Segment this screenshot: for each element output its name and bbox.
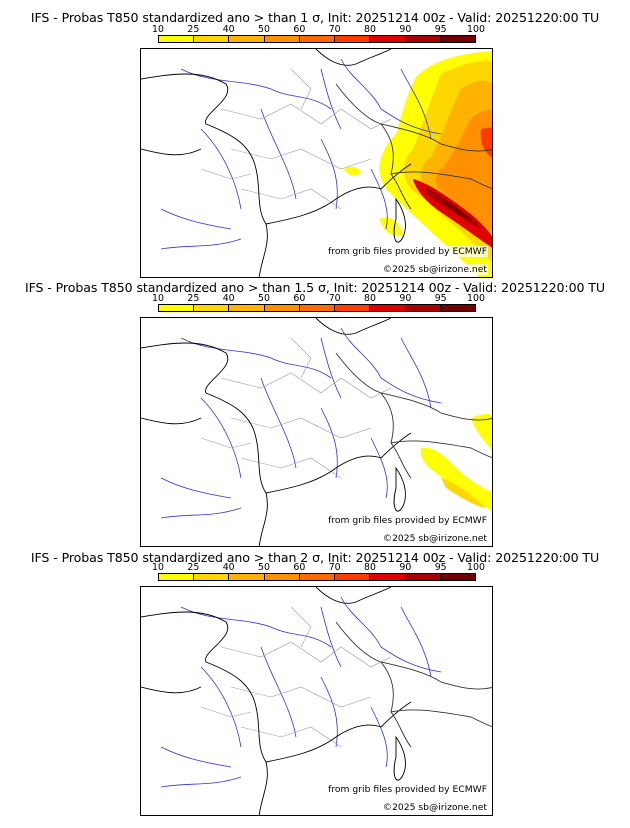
colorbar-tick-label: 60 xyxy=(293,24,306,35)
credit-copyright: ©2025 sb@irizone.net xyxy=(381,802,488,813)
colorbar-segment xyxy=(439,36,475,42)
colorbar-segment xyxy=(193,574,229,580)
colorbar-segment xyxy=(369,305,405,311)
map-1: from grib files provided by ECMWF ©2025 … xyxy=(140,48,493,278)
map-3-svg xyxy=(141,587,492,815)
colorbar xyxy=(158,304,476,312)
panel-title: IFS - Probas T850 standardized ano > tha… xyxy=(30,10,600,25)
colorbar-segment xyxy=(298,305,335,311)
borders xyxy=(200,337,392,479)
colorbar-tick-label: 70 xyxy=(328,562,341,573)
colorbar-tick-label: 25 xyxy=(187,293,200,304)
colorbar-tick-label: 90 xyxy=(399,562,412,573)
colorbar-segment xyxy=(439,574,475,580)
credit-grib: from grib files provided by ECMWF xyxy=(327,515,488,526)
colorbar-segment xyxy=(159,305,194,311)
colorbar-segment xyxy=(334,305,370,311)
colorbar-segment xyxy=(298,574,335,580)
rivers xyxy=(160,596,442,788)
map-2-svg xyxy=(141,318,492,546)
colorbar-segment xyxy=(263,574,299,580)
colorbar-tick-label: 100 xyxy=(467,562,485,573)
colorbar-tick-label: 100 xyxy=(467,24,485,35)
colorbar-tick-label: 60 xyxy=(293,293,306,304)
borders xyxy=(200,68,392,210)
colorbar-segment xyxy=(298,36,335,42)
colorbar-segment xyxy=(193,305,229,311)
colorbar-tick-label: 40 xyxy=(222,24,235,35)
colorbar-tick-label: 10 xyxy=(152,562,164,573)
colorbar-segment xyxy=(334,574,370,580)
colorbar-tick-label: 80 xyxy=(364,24,376,35)
colorbar-ticks: 10 25 40 50 60 70 80 90 95 100 xyxy=(0,24,630,36)
colorbar-tick-label: 70 xyxy=(328,24,341,35)
coastline xyxy=(141,587,412,815)
colorbar-segment xyxy=(369,574,405,580)
colorbar-segment xyxy=(404,305,440,311)
colorbar-ticks: 10 25 40 50 60 70 80 90 95 100 xyxy=(0,293,630,305)
colorbar xyxy=(158,573,476,581)
colorbar-segment xyxy=(228,574,264,580)
colorbar-tick-label: 10 xyxy=(152,293,164,304)
colorbar-segment xyxy=(159,574,194,580)
credit-grib: from grib files provided by ECMWF xyxy=(327,784,488,795)
colorbar-segment xyxy=(228,36,264,42)
colorbar-segment xyxy=(334,36,370,42)
colorbar-tick-label: 70 xyxy=(328,293,341,304)
colorbar-segment xyxy=(404,36,440,42)
coastline xyxy=(141,318,412,546)
colorbar-tick-label: 50 xyxy=(258,293,270,304)
credit-copyright: ©2025 sb@irizone.net xyxy=(381,533,488,544)
colorbar-tick-label: 90 xyxy=(399,293,412,304)
colorbar-tick-label: 95 xyxy=(434,293,447,304)
colorbar-segment xyxy=(263,36,299,42)
panel-title: IFS - Probas T850 standardized ano > tha… xyxy=(30,550,600,565)
panel-title: IFS - Probas T850 standardized ano > tha… xyxy=(24,280,606,295)
colorbar xyxy=(158,35,476,43)
colorbar-tick-label: 50 xyxy=(258,562,270,573)
colorbar-tick-label: 95 xyxy=(434,24,447,35)
credit-grib: from grib files provided by ECMWF xyxy=(327,246,488,257)
colorbar-tick-label: 80 xyxy=(364,293,376,304)
colorbar-tick-label: 40 xyxy=(222,293,235,304)
colorbar-tick-label: 10 xyxy=(152,24,164,35)
coastline xyxy=(141,49,412,277)
rivers xyxy=(160,327,442,519)
probability-shading xyxy=(344,51,492,277)
colorbar-segment xyxy=(439,305,475,311)
colorbar-segment xyxy=(228,305,264,311)
colorbar-segment xyxy=(404,574,440,580)
colorbar-tick-label: 60 xyxy=(293,562,306,573)
colorbar-segment xyxy=(369,36,405,42)
colorbar-tick-label: 95 xyxy=(434,562,447,573)
probability-shading xyxy=(420,413,492,512)
country-borders xyxy=(335,352,492,479)
colorbar-tick-label: 40 xyxy=(222,562,235,573)
colorbar-tick-label: 25 xyxy=(187,24,200,35)
colorbar-segment xyxy=(159,36,194,42)
map-1-svg xyxy=(141,49,492,277)
map-3: from grib files provided by ECMWF ©2025 … xyxy=(140,586,493,816)
colorbar-tick-label: 100 xyxy=(467,293,485,304)
colorbar-segment xyxy=(193,36,229,42)
colorbar-tick-label: 50 xyxy=(258,24,270,35)
country-borders xyxy=(335,83,492,210)
map-2: from grib files provided by ECMWF ©2025 … xyxy=(140,317,493,547)
colorbar-tick-label: 25 xyxy=(187,562,200,573)
colorbar-tick-label: 90 xyxy=(399,24,412,35)
rivers xyxy=(160,58,442,250)
colorbar-ticks: 10 25 40 50 60 70 80 90 95 100 xyxy=(0,562,630,574)
borders xyxy=(200,606,392,748)
colorbar-segment xyxy=(263,305,299,311)
colorbar-tick-label: 80 xyxy=(364,562,376,573)
country-borders xyxy=(335,621,492,748)
credit-copyright: ©2025 sb@irizone.net xyxy=(381,264,488,275)
